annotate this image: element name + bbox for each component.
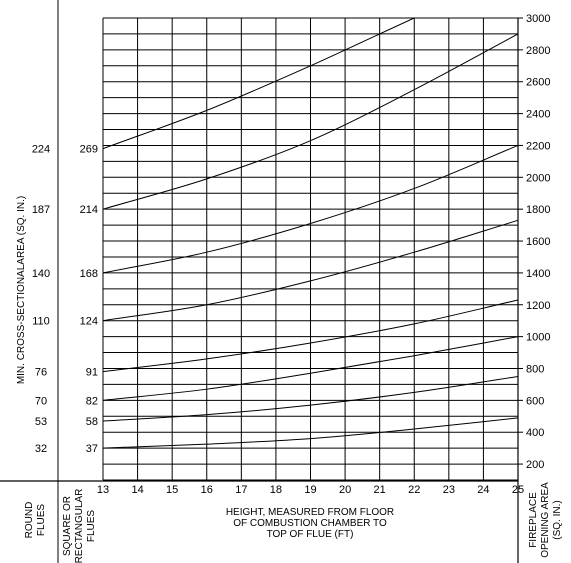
right-axis-tick-label: 2800: [526, 45, 550, 57]
square-flue-label: 58: [86, 416, 98, 428]
x-tick-label: 24: [477, 484, 489, 496]
round-flues-heading: ROUND: [24, 502, 35, 539]
y-axis-label-right: OPENING AREA: [540, 482, 551, 558]
chart-frame: [0, 0, 519, 563]
round-flue-label: 32: [35, 443, 47, 455]
series-curve-168: [102, 144, 519, 274]
x-tick-label: 15: [166, 484, 178, 496]
square-flue-label: 82: [86, 395, 98, 407]
x-tick-label: 19: [304, 484, 316, 496]
square-flue-label: 37: [86, 443, 98, 455]
x-tick-label: 18: [270, 484, 282, 496]
series-curve-58: [102, 375, 519, 422]
right-axis-tick-label: 1400: [526, 268, 550, 280]
right-axis-tick-label: 1200: [526, 300, 550, 312]
x-axis-label: TOP OF FLUE (FT): [267, 529, 354, 540]
square-flue-label: 91: [86, 367, 98, 379]
right-axis-tick-label: 2000: [526, 172, 550, 184]
chart-curves: [102, 17, 519, 449]
square-flue-label: 269: [80, 144, 98, 156]
round-flue-label: 70: [35, 395, 47, 407]
right-axis-tick-label: 1000: [526, 332, 550, 344]
y-axis-label-right: FIREPLACE: [528, 492, 539, 548]
right-axis-tick-label: 400: [526, 427, 544, 439]
right-axis-tick-label: 600: [526, 395, 544, 407]
square-flue-label: 168: [80, 268, 98, 280]
x-tick-label: 22: [408, 484, 420, 496]
round-flues-heading: FLUES: [36, 504, 47, 537]
x-tick-label: 23: [443, 484, 455, 496]
right-axis-tick-label: 3000: [526, 13, 550, 25]
square-flues-heading: FLUES: [86, 510, 97, 543]
series-curve-269: [102, 17, 415, 150]
x-tick-label: 13: [97, 484, 109, 496]
y-axis-label-left: MIN. CROSS-SECTIONALAREA (SQ. IN.): [16, 196, 27, 384]
square-flues-heading: RECTANGULAR: [74, 489, 85, 563]
x-tick-label: 16: [201, 484, 213, 496]
series-curve-91: [102, 299, 519, 373]
round-flue-label: 140: [32, 268, 50, 280]
x-axis-label: HEIGHT, MEASURED FROM FLOOR: [226, 507, 394, 518]
series-curve-214: [102, 33, 519, 210]
series-curve-37: [102, 417, 519, 449]
x-tick-label: 21: [374, 484, 386, 496]
y-axis-label-right: (SQ. IN.): [552, 500, 563, 539]
right-axis-tick-label: 1800: [526, 204, 550, 216]
chart-labels: 200 400 600 800 1000 1200 1400 1600 1800 2000 2200…: [16, 13, 563, 563]
x-axis-label: OF COMBUSTION CHAMBER TO: [233, 518, 387, 529]
square-flue-label: 214: [80, 204, 98, 216]
right-axis-tick-label: 2200: [526, 140, 550, 152]
round-flue-label: 53: [35, 416, 47, 428]
chart-grid: [102, 17, 519, 481]
right-axis-tick-label: 800: [526, 363, 544, 375]
x-tick-label: 17: [235, 484, 247, 496]
series-curve-82: [102, 336, 519, 401]
x-tick-label: 20: [339, 484, 351, 496]
right-axis-tick-label: 2600: [526, 77, 550, 89]
square-flue-label: 124: [80, 316, 98, 328]
right-axis-tick-label: 2400: [526, 109, 550, 121]
right-axis-tick-label: 200: [526, 459, 544, 471]
round-flue-label: 187: [32, 204, 50, 216]
x-tick-label: 25: [512, 484, 524, 496]
round-flue-label: 110: [32, 316, 50, 328]
square-flues-heading: SQUARE OR: [62, 496, 73, 556]
right-axis-tick-label: 1600: [526, 236, 550, 248]
round-flue-label: 224: [32, 144, 50, 156]
series-curve-124: [102, 219, 519, 322]
round-flue-label: 76: [35, 367, 47, 379]
x-tick-label: 14: [131, 484, 143, 496]
